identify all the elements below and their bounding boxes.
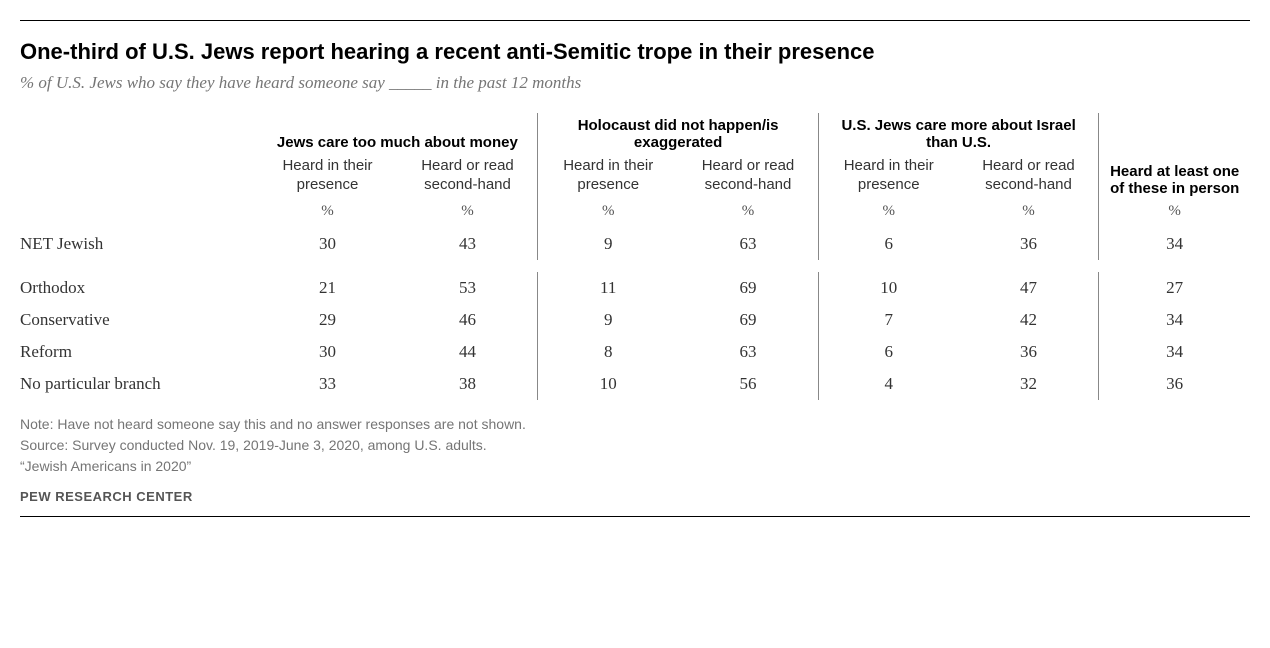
data-table: Jews care too much about money Holocaust… bbox=[20, 113, 1250, 400]
pct-label: % bbox=[398, 199, 538, 228]
row-label: Reform bbox=[20, 336, 257, 368]
table-row: NET Jewish 30 43 9 63 6 36 34 bbox=[20, 228, 1250, 260]
note-line: Source: Survey conducted Nov. 19, 2019-J… bbox=[20, 435, 1250, 456]
cell: 4 bbox=[818, 368, 958, 400]
table-row: No particular branch 33 38 10 56 4 32 36 bbox=[20, 368, 1250, 400]
cell: 7 bbox=[818, 304, 958, 336]
cell: 43 bbox=[398, 228, 538, 260]
sub-header: Heard in their presence bbox=[818, 153, 958, 199]
cell: 46 bbox=[398, 304, 538, 336]
table-row: Orthodox 21 53 11 69 10 47 27 bbox=[20, 272, 1250, 304]
group-header-row: Jews care too much about money Holocaust… bbox=[20, 113, 1250, 153]
sub-header: Heard or read second-hand bbox=[959, 153, 1099, 199]
sub-header: Heard in their presence bbox=[257, 153, 397, 199]
cell: 36 bbox=[959, 228, 1099, 260]
chart-container: One-third of U.S. Jews report hearing a … bbox=[20, 20, 1250, 517]
cell: 30 bbox=[257, 336, 397, 368]
cell: 29 bbox=[257, 304, 397, 336]
cell: 63 bbox=[678, 336, 818, 368]
row-label: No particular branch bbox=[20, 368, 257, 400]
cell: 38 bbox=[398, 368, 538, 400]
notes-block: Note: Have not heard someone say this an… bbox=[20, 414, 1250, 477]
table-row: Reform 30 44 8 63 6 36 34 bbox=[20, 336, 1250, 368]
pct-label: % bbox=[818, 199, 958, 228]
cell: 34 bbox=[1099, 228, 1250, 260]
sub-header: Heard in their presence bbox=[538, 153, 678, 199]
cell: 30 bbox=[257, 228, 397, 260]
row-label: NET Jewish bbox=[20, 228, 257, 260]
pct-label: % bbox=[538, 199, 678, 228]
group-header-1: Holocaust did not happen/is exaggerated bbox=[538, 113, 819, 153]
sub-header: Heard or read second-hand bbox=[678, 153, 818, 199]
pct-row: % % % % % % % bbox=[20, 199, 1250, 228]
cell: 9 bbox=[538, 228, 678, 260]
cell: 10 bbox=[818, 272, 958, 304]
cell: 36 bbox=[959, 336, 1099, 368]
cell: 34 bbox=[1099, 304, 1250, 336]
cell: 53 bbox=[398, 272, 538, 304]
cell: 44 bbox=[398, 336, 538, 368]
last-col-header: Heard at least one of these in person bbox=[1099, 113, 1250, 199]
note-line: “Jewish Americans in 2020” bbox=[20, 456, 1250, 477]
table-row: Conservative 29 46 9 69 7 42 34 bbox=[20, 304, 1250, 336]
cell: 9 bbox=[538, 304, 678, 336]
pct-label: % bbox=[257, 199, 397, 228]
cell: 27 bbox=[1099, 272, 1250, 304]
source-attribution: PEW RESEARCH CENTER bbox=[20, 489, 1250, 504]
pct-label: % bbox=[678, 199, 818, 228]
cell: 32 bbox=[959, 368, 1099, 400]
cell: 21 bbox=[257, 272, 397, 304]
chart-subtitle: % of U.S. Jews who say they have heard s… bbox=[20, 73, 1250, 93]
group-header-2: U.S. Jews care more about Israel than U.… bbox=[818, 113, 1099, 153]
cell: 6 bbox=[818, 336, 958, 368]
cell: 6 bbox=[818, 228, 958, 260]
row-label: Orthodox bbox=[20, 272, 257, 304]
group-header-0: Jews care too much about money bbox=[257, 113, 538, 153]
cell: 63 bbox=[678, 228, 818, 260]
cell: 10 bbox=[538, 368, 678, 400]
note-line: Note: Have not heard someone say this an… bbox=[20, 414, 1250, 435]
cell: 47 bbox=[959, 272, 1099, 304]
cell: 8 bbox=[538, 336, 678, 368]
cell: 56 bbox=[678, 368, 818, 400]
cell: 34 bbox=[1099, 336, 1250, 368]
cell: 36 bbox=[1099, 368, 1250, 400]
cell: 69 bbox=[678, 272, 818, 304]
cell: 33 bbox=[257, 368, 397, 400]
row-label: Conservative bbox=[20, 304, 257, 336]
cell: 11 bbox=[538, 272, 678, 304]
pct-label: % bbox=[1099, 199, 1250, 228]
sub-header-row: Heard in their presence Heard or read se… bbox=[20, 153, 1250, 199]
cell: 69 bbox=[678, 304, 818, 336]
sub-header: Heard or read second-hand bbox=[398, 153, 538, 199]
pct-label: % bbox=[959, 199, 1099, 228]
cell: 42 bbox=[959, 304, 1099, 336]
chart-title: One-third of U.S. Jews report hearing a … bbox=[20, 39, 1250, 65]
